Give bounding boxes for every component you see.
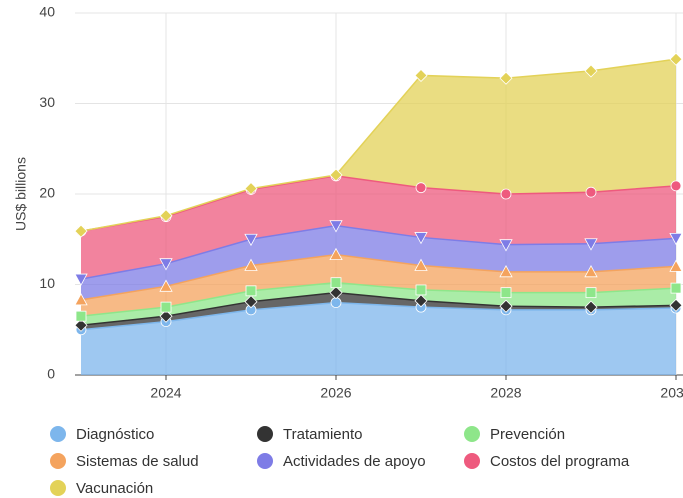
marker [74,293,88,306]
marker [74,318,88,332]
marker [414,258,428,271]
legend-swatch [50,453,66,469]
marker [244,182,258,196]
marker [499,299,513,313]
marker [74,224,88,238]
marker [584,64,598,78]
marker [414,232,428,245]
marker [244,233,258,247]
area-fill [81,292,676,330]
marker [329,286,343,300]
marker [500,188,512,200]
marker [669,52,683,66]
legend-label: Actividades de apoyo [283,453,426,470]
area-fill [81,59,676,232]
area-line [80,281,677,317]
marker [414,68,428,83]
marker [584,264,598,278]
marker [414,294,428,308]
legend-label: Costos del programa [490,453,630,470]
area-line [80,175,677,232]
x-tick-label: 2026 [320,385,351,401]
marker [415,182,427,194]
marker [584,238,598,251]
legend-swatch [464,426,480,442]
y-tick-label: 40 [39,4,55,20]
marker [499,239,513,252]
marker [669,298,683,312]
marker [159,309,173,323]
area-fill [81,225,676,300]
marker [670,282,682,294]
legend-label: Prevención [490,426,565,443]
x-tick-label: 2024 [150,385,181,401]
legend-label: Diagnóstico [76,426,154,443]
marker [669,259,683,272]
legend-label: Sistemas de salud [76,453,199,470]
y-tick-label: 10 [39,275,55,291]
marker [329,220,343,233]
area-line [80,291,677,326]
y-axis-label: US$ billions [13,157,29,231]
legend-swatch [50,426,66,442]
marker [244,258,258,271]
marker [159,258,173,271]
legend-label: Tratamiento [283,426,362,443]
marker [499,71,513,85]
marker [584,300,598,314]
y-tick-label: 0 [47,366,55,382]
marker [160,301,172,313]
x-tick-label: 2028 [490,385,521,401]
area-fill [81,302,676,375]
area-line [80,301,677,331]
marker [329,168,343,182]
marker [585,287,597,299]
marker [670,180,682,192]
marker [75,310,87,322]
legend-label: Vacunación [76,480,153,497]
area-line [80,253,677,301]
marker [500,287,512,299]
area-fill [81,175,676,280]
legend-swatch [50,480,66,496]
area-line [80,58,677,232]
legend-swatch [257,426,273,442]
marker [330,277,342,289]
legend-swatch [257,453,273,469]
marker [159,209,173,223]
marker [499,264,513,278]
marker [585,186,597,198]
marker [244,295,258,309]
marker [74,273,88,286]
marker [329,247,343,261]
marker [415,284,427,296]
legend-swatch [464,453,480,469]
marker [245,285,257,297]
y-tick-label: 30 [39,94,55,110]
area-line [80,224,677,280]
area-fill [81,254,676,317]
y-tick-label: 20 [39,185,55,201]
legend: Diagnóstico Tratamiento Prevención Sistemas… [50,426,630,497]
marker [159,279,173,292]
marker [669,232,683,246]
